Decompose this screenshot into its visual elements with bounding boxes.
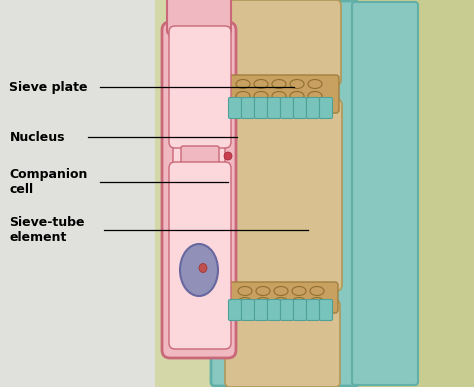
FancyBboxPatch shape: [223, 0, 341, 85]
FancyBboxPatch shape: [225, 75, 339, 113]
FancyBboxPatch shape: [293, 300, 307, 320]
FancyBboxPatch shape: [352, 2, 418, 385]
Ellipse shape: [310, 286, 324, 296]
Ellipse shape: [290, 79, 304, 89]
FancyBboxPatch shape: [319, 300, 332, 320]
FancyBboxPatch shape: [227, 282, 338, 313]
Ellipse shape: [274, 298, 288, 307]
Ellipse shape: [272, 91, 286, 101]
Ellipse shape: [272, 79, 286, 89]
Ellipse shape: [274, 286, 288, 296]
FancyBboxPatch shape: [241, 98, 255, 118]
Text: Sieve-tube
element: Sieve-tube element: [9, 216, 85, 244]
FancyBboxPatch shape: [255, 98, 267, 118]
Ellipse shape: [238, 286, 252, 296]
FancyBboxPatch shape: [307, 98, 319, 118]
FancyBboxPatch shape: [307, 300, 319, 320]
FancyBboxPatch shape: [228, 98, 241, 118]
FancyBboxPatch shape: [169, 26, 231, 148]
Ellipse shape: [256, 298, 270, 307]
Ellipse shape: [256, 286, 270, 296]
FancyBboxPatch shape: [167, 0, 231, 35]
Ellipse shape: [254, 91, 268, 101]
Ellipse shape: [310, 298, 324, 307]
Ellipse shape: [199, 264, 207, 272]
FancyBboxPatch shape: [211, 1, 359, 386]
Ellipse shape: [292, 286, 306, 296]
Ellipse shape: [236, 91, 250, 101]
Ellipse shape: [292, 298, 306, 307]
Ellipse shape: [224, 152, 232, 160]
Ellipse shape: [308, 79, 322, 89]
FancyBboxPatch shape: [222, 99, 342, 291]
Ellipse shape: [290, 91, 304, 101]
Bar: [350, 0, 474, 387]
FancyBboxPatch shape: [267, 300, 281, 320]
FancyBboxPatch shape: [281, 300, 293, 320]
FancyBboxPatch shape: [241, 300, 255, 320]
FancyBboxPatch shape: [281, 98, 293, 118]
FancyBboxPatch shape: [225, 300, 340, 387]
Ellipse shape: [238, 298, 252, 307]
Text: Companion
cell: Companion cell: [9, 168, 88, 196]
FancyBboxPatch shape: [255, 300, 267, 320]
FancyBboxPatch shape: [319, 98, 332, 118]
Text: Sieve plate: Sieve plate: [9, 80, 88, 94]
Bar: [0, 0, 175, 387]
Text: Nucleus: Nucleus: [9, 131, 65, 144]
FancyBboxPatch shape: [181, 146, 219, 170]
FancyBboxPatch shape: [162, 22, 236, 358]
Ellipse shape: [236, 79, 250, 89]
FancyBboxPatch shape: [228, 300, 241, 320]
FancyBboxPatch shape: [267, 98, 281, 118]
Ellipse shape: [180, 244, 218, 296]
Ellipse shape: [308, 91, 322, 101]
FancyBboxPatch shape: [293, 98, 307, 118]
Ellipse shape: [254, 79, 268, 89]
FancyBboxPatch shape: [173, 36, 225, 344]
FancyBboxPatch shape: [169, 162, 231, 349]
Bar: [155, 0, 474, 387]
